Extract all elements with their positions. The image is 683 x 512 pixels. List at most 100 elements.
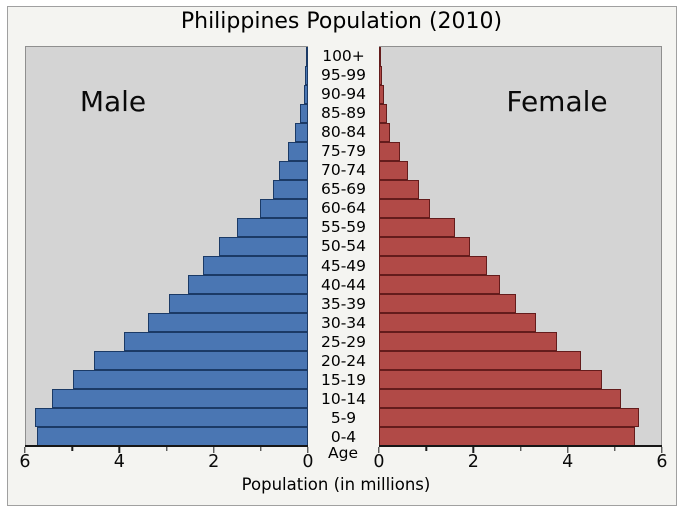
age-group-label: 40-44 <box>320 275 367 294</box>
male-panel: Male <box>25 46 308 447</box>
male-bar <box>34 408 308 427</box>
male-bar <box>305 47 308 66</box>
age-group-label: 60-64 <box>320 199 367 218</box>
male-bar <box>300 104 308 123</box>
age-group-label: 65-69 <box>320 180 367 199</box>
age-group-label: 80-84 <box>320 122 367 141</box>
male-bar <box>37 427 308 446</box>
female-bar <box>379 294 516 313</box>
male-bar <box>303 85 308 104</box>
age-group-label: 20-24 <box>320 352 367 371</box>
age-group-label: 90-94 <box>320 84 367 103</box>
age-group-label: 5-9 <box>330 409 357 428</box>
right-axis-ticks <box>378 447 663 455</box>
age-group-label: 10-14 <box>320 390 367 409</box>
male-axis-spine <box>25 445 308 447</box>
axis-tick <box>661 447 663 453</box>
x-axis-label: Population (in millions) <box>241 475 431 494</box>
axis-tick <box>24 447 26 453</box>
age-group-label: 45-49 <box>320 256 367 275</box>
female-bar <box>379 85 384 104</box>
left-axis-ticks <box>24 447 309 455</box>
male-bar <box>187 275 308 294</box>
female-bar <box>379 47 382 66</box>
axis-tick-label: 4 <box>113 452 125 472</box>
male-bar <box>279 161 308 180</box>
female-bar <box>379 369 603 389</box>
axis-tick <box>566 447 569 453</box>
axis-tick <box>71 447 73 451</box>
axis-tick-label: 2 <box>467 452 479 472</box>
axis-tick <box>614 447 616 451</box>
axis-tick <box>519 447 522 451</box>
age-group-label: 75-79 <box>320 142 367 161</box>
female-bar <box>379 179 420 199</box>
left-axis-tick-labels: 6 4 2 0 <box>19 452 313 474</box>
age-group-label: 15-19 <box>320 371 367 390</box>
axis-tick <box>260 447 262 451</box>
female-bar <box>379 427 636 446</box>
axis-tick <box>165 447 168 451</box>
age-group-label: 50-54 <box>320 237 367 256</box>
female-panel: Female <box>379 46 662 447</box>
female-bar <box>379 218 455 237</box>
female-bar <box>379 142 401 161</box>
female-bar <box>379 408 639 427</box>
male-bar <box>72 369 308 389</box>
axis-tick-label: 0 <box>302 452 314 472</box>
axis-tick-label: 6 <box>656 452 668 472</box>
age-group-label: 30-34 <box>320 313 367 332</box>
female-bar <box>379 161 409 180</box>
male-bar <box>218 237 308 256</box>
right-axis-tick-labels: 0 2 4 6 <box>373 452 667 474</box>
female-bar <box>379 66 382 85</box>
female-bar <box>379 256 487 275</box>
axis-tick <box>425 447 427 451</box>
male-bar <box>288 142 308 161</box>
male-bar <box>272 179 308 199</box>
age-group-label: 55-59 <box>320 218 367 237</box>
age-group-label: 95-99 <box>320 65 367 84</box>
female-bar <box>379 275 501 294</box>
female-axis-spine <box>379 445 662 447</box>
age-group-label: 100+ <box>322 46 365 65</box>
age-group-label: 35-39 <box>320 294 367 313</box>
male-bar <box>169 294 308 313</box>
female-bar <box>379 312 536 332</box>
female-bar <box>379 351 582 370</box>
age-group-label: 0-4 <box>330 428 357 447</box>
male-bar <box>237 218 308 237</box>
male-bar <box>295 123 308 142</box>
age-axis-label: Age <box>328 444 358 462</box>
age-group-label: 25-29 <box>320 332 367 351</box>
male-bar <box>259 199 308 218</box>
male-series-label: Male <box>79 85 147 118</box>
axis-tick-label: 6 <box>19 452 31 472</box>
axis-tick-label: 4 <box>562 452 574 472</box>
male-bar <box>305 66 308 85</box>
male-bar <box>202 256 308 275</box>
chart-title: Philippines Population (2010) <box>180 9 503 34</box>
female-bar <box>379 123 390 142</box>
female-series-label: Female <box>506 85 608 118</box>
axis-tick-label: 2 <box>208 452 220 472</box>
age-group-label: 85-89 <box>320 103 367 122</box>
female-bar <box>379 199 431 218</box>
female-bar <box>379 332 558 351</box>
axis-tick <box>212 447 215 453</box>
axis-tick <box>378 447 380 453</box>
male-bar <box>52 389 308 408</box>
female-bar <box>379 389 622 408</box>
male-bar <box>123 332 308 351</box>
female-bar <box>379 104 387 123</box>
axis-tick-label: 0 <box>373 452 385 472</box>
axis-tick <box>118 447 121 453</box>
age-group-label: 70-74 <box>320 161 367 180</box>
male-bar <box>147 312 308 332</box>
female-bar <box>379 237 470 256</box>
axis-tick <box>472 447 475 453</box>
age-label-column: 100+ 95-99 90-94 85-89 80-84 75-79 70-74 65-69 6… <box>308 46 379 447</box>
male-bar <box>94 351 308 370</box>
axis-tick <box>307 447 309 453</box>
